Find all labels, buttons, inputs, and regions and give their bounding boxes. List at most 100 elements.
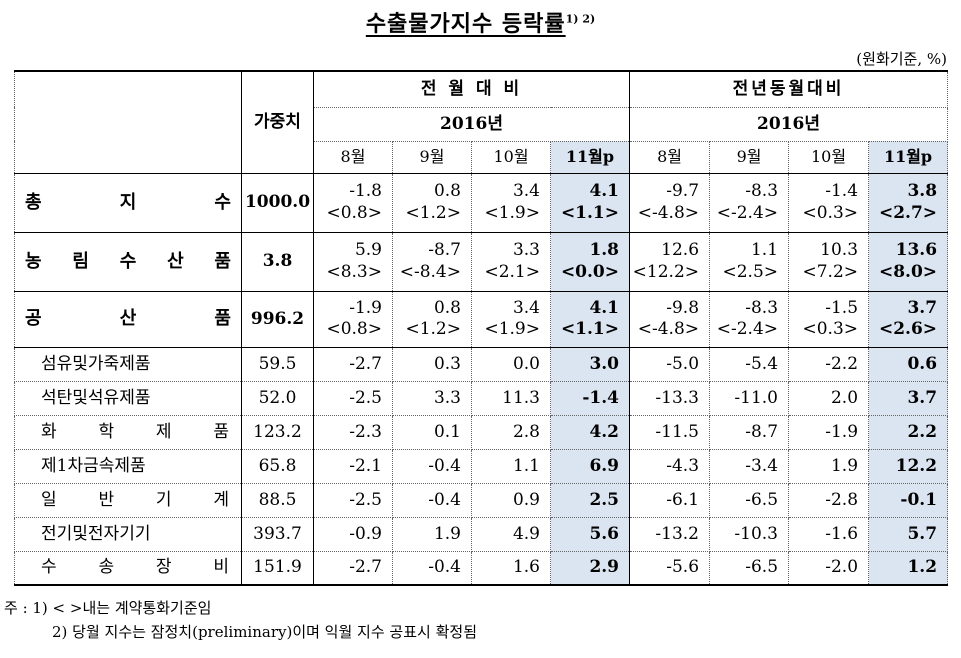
mom-cell: 0.3 xyxy=(392,346,472,382)
mom-value: 3.4 xyxy=(512,181,540,202)
yoy-value: -1.5 xyxy=(825,297,859,318)
mom-cell: 0.0 xyxy=(471,346,551,382)
yoy-cell: -13.2 xyxy=(629,516,711,552)
yoy-cell: -1.6 xyxy=(788,516,870,552)
price-index-table: 가중치 전 월 대 비 전년동월대비 2016년 2016년 8월 9월 10월… xyxy=(14,70,949,586)
row-label: 석탄및석유제품 xyxy=(14,380,242,416)
yoy-cell: -4.3 xyxy=(629,448,711,484)
mom-cell: -0.9 xyxy=(313,516,393,552)
mom-cell: 2.8 xyxy=(471,414,551,450)
mom-cell: -1.4 xyxy=(549,380,631,416)
mom-cell: -2.3 xyxy=(313,414,393,450)
yoy-cell: -1.9 xyxy=(788,414,870,450)
yoy-contract-currency-value: <-4.8> xyxy=(637,202,700,223)
mom-cell: 1.8 <0.0> xyxy=(549,231,631,292)
mom-value: -1.8 xyxy=(349,181,382,202)
mom-month-sep: 9월 xyxy=(392,140,472,174)
mom-cell: -0.4 xyxy=(392,550,472,586)
yoy-value: 3.8 xyxy=(907,181,938,202)
yoy-value: -9.8 xyxy=(666,297,700,318)
yoy-year-header: 2016년 xyxy=(629,106,949,142)
footnote-1: 주 : 1) < >내는 계약통화기준임 xyxy=(4,599,212,617)
mom-contract-currency-value: <1.9> xyxy=(484,202,540,223)
mom-cell: -2.7 xyxy=(313,346,393,382)
mom-contract-currency-value: <-8.4> xyxy=(399,261,461,282)
yoy-contract-currency-value: <0.3> xyxy=(802,202,859,223)
yoy-cell: 10.3 <7.2> xyxy=(788,231,870,292)
row-label: 수 송 장 비 xyxy=(14,550,242,586)
yoy-cell: -6.5 xyxy=(709,482,790,518)
header-row-2: 2016년 2016년 xyxy=(15,106,949,142)
yoy-value: -8.3 xyxy=(745,297,779,318)
table-row: 수 송 장 비 151.9 -2.7 -0.4 1.6 2.9 -5.6 -6.5 -2.0 1.… xyxy=(14,550,949,586)
mom-cell: 11.3 xyxy=(471,380,551,416)
weight-cell: 123.2 xyxy=(241,414,314,450)
mom-month-oct: 10월 xyxy=(471,140,551,174)
yoy-contract-currency-value: <-2.4> xyxy=(716,319,779,339)
yoy-cell: 1.9 xyxy=(788,448,870,484)
table-row: 공 산 품 996.2 -1.9 <0.8> 0.8 <1.2> 3.4 <1.9> 4.1 <1… xyxy=(14,290,949,348)
mom-cell: -0.4 xyxy=(392,448,472,484)
weight-cell: 88.5 xyxy=(241,482,314,518)
mom-cell: 3.3 <2.1> xyxy=(471,231,551,292)
mom-cell: 4.1 <1.1> xyxy=(549,290,631,348)
yoy-month-sep: 9월 xyxy=(709,140,790,174)
mom-value: -8.7 xyxy=(428,240,461,261)
row-label: 전기및전자기기 xyxy=(14,516,242,552)
footnote-2: 2) 당월 지수는 잠정치(preliminary)이며 익월 지수 공표시 확… xyxy=(52,623,477,641)
mom-cell: 1.1 xyxy=(471,448,551,484)
yoy-value: 10.3 xyxy=(820,240,859,261)
yoy-contract-currency-value: <12.2> xyxy=(632,261,700,282)
mom-contract-currency-value: <1.9> xyxy=(484,319,540,339)
table-row: 석탄및석유제품 52.0 -2.5 3.3 11.3 -1.4 -13.3 -11.0 2.0 3… xyxy=(14,380,949,416)
mom-cell: 3.0 xyxy=(549,346,631,382)
mom-cell: 1.9 xyxy=(392,516,472,552)
mom-cell: 4.2 xyxy=(549,414,631,450)
weight-cell: 996.2 xyxy=(241,290,314,348)
yoy-cell: 1.2 xyxy=(868,550,949,586)
mom-value: 3.4 xyxy=(512,297,540,318)
row-label: 화 학 제 품 xyxy=(14,414,242,450)
yoy-contract-currency-value: <-4.8> xyxy=(637,319,700,339)
mom-cell: 0.9 xyxy=(471,482,551,518)
yoy-cell: -13.3 xyxy=(629,380,711,416)
title-footnote-marks: 1) 2) xyxy=(565,12,596,26)
yoy-value: 1.1 xyxy=(750,240,779,261)
mom-cell: 0.1 xyxy=(392,414,472,450)
mom-cell: 1.6 xyxy=(471,550,551,586)
yoy-cell: -6.1 xyxy=(629,482,711,518)
mom-value: 0.8 xyxy=(433,297,461,318)
yoy-cell: 2.0 xyxy=(788,380,870,416)
weight-cell: 3.8 xyxy=(241,231,314,292)
mom-cell: -2.5 xyxy=(313,482,393,518)
yoy-contract-currency-value: <-2.4> xyxy=(716,202,779,223)
mom-contract-currency-value: <1.1> xyxy=(560,319,620,339)
mom-cell: 6.9 xyxy=(549,448,631,484)
yoy-cell: -9.8 <-4.8> xyxy=(629,290,711,348)
yoy-contract-currency-value: <2.7> xyxy=(878,202,938,223)
yoy-cell: 2.2 xyxy=(868,414,949,450)
yoy-cell: -5.0 xyxy=(629,346,711,382)
mom-cell: 2.5 xyxy=(549,482,631,518)
yoy-cell: -5.6 xyxy=(629,550,711,586)
yoy-cell: -0.1 xyxy=(868,482,949,518)
yoy-cell: -2.8 xyxy=(788,482,870,518)
mom-contract-currency-value: <1.2> xyxy=(405,319,461,339)
mom-contract-currency-value: <1.1> xyxy=(560,202,620,223)
table-row: 전기및전자기기 393.7 -0.9 1.9 4.9 5.6 -13.2 -10.3 -1.6 5… xyxy=(14,516,949,552)
row-label: 공 산 품 xyxy=(14,290,242,348)
yoy-value: 13.6 xyxy=(895,240,938,261)
yoy-value: 12.6 xyxy=(661,240,700,261)
yoy-contract-currency-value: <0.3> xyxy=(802,319,859,339)
weight-header: 가중치 xyxy=(241,70,314,174)
mom-cell: -2.5 xyxy=(313,380,393,416)
yoy-cell: -5.4 xyxy=(709,346,790,382)
mom-cell: 3.3 xyxy=(392,380,472,416)
yoy-cell: -11.0 xyxy=(709,380,790,416)
yoy-contract-currency-value: <2.6> xyxy=(878,319,938,339)
yoy-contract-currency-value: <2.5> xyxy=(722,261,779,282)
page-title: 수출물가지수 등락률1) 2) xyxy=(0,6,961,38)
mom-value: 4.1 xyxy=(589,297,620,318)
mom-value: 5.9 xyxy=(354,240,382,261)
yoy-cell: -8.7 xyxy=(709,414,790,450)
